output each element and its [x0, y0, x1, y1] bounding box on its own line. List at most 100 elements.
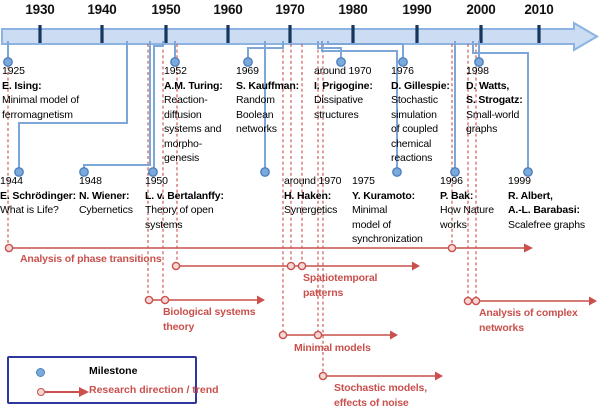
- milestone-label-schroedinger: 1944 E. Schrödinger: What is Life?: [0, 174, 76, 218]
- milestone-label-line: Y. Kuramoto:: [352, 189, 415, 202]
- trend-label-line: Spatiotemporal: [303, 272, 378, 284]
- milestone-label-line: structures: [314, 108, 359, 121]
- milestone-dot-ising: [3, 57, 13, 67]
- trend-dot-minimal-models-0: [278, 330, 288, 340]
- milestone-label-line: Stochastic: [391, 94, 438, 106]
- decade-label-1940: 1940: [87, 2, 117, 17]
- milestone-label-line: N. Wiener:: [79, 189, 130, 202]
- trend-dot-biological-systems-theory-0: [144, 295, 154, 305]
- milestone-label-watts-strogatz: 1998 D. Watts, S. Strogatz: Small-world grap…: [466, 64, 523, 137]
- trend-label-stochastic-models: Stochastic models, effects of noise: [334, 381, 427, 410]
- milestone-label-line: S. Kauffman:: [236, 79, 299, 92]
- legend-trend-row: Research direction / trend: [9, 383, 219, 399]
- trend-label-line: Analysis of complex: [479, 307, 578, 319]
- trend-arrowhead-stochastic-models: [435, 371, 443, 381]
- trend-dot-stochastic-models-0: [318, 371, 328, 381]
- milestone-label-line: Cybernetics: [79, 204, 133, 216]
- milestone-dot-haken: [260, 167, 270, 177]
- trend-arrowhead-biological-systems-theory: [257, 295, 265, 305]
- milestone-label-line: synchronization: [352, 233, 423, 245]
- trend-label-line: Analysis of phase transitions: [20, 253, 162, 265]
- milestone-label-line: networks: [236, 123, 277, 135]
- trend-dot-analysis-of-complex-networks-1: [471, 296, 481, 306]
- trend-label-line: effects of noise: [334, 397, 409, 409]
- trend-arrow-head-icon: [79, 387, 89, 397]
- trend-dot-analysis-of-complex-networks-0: [463, 296, 473, 306]
- milestone-label-line: 1969: [236, 65, 259, 77]
- milestone-label-line: chemical: [391, 137, 432, 150]
- milestone-label-line: genesis: [164, 152, 200, 164]
- milestone-label-line: diffusion: [164, 108, 202, 121]
- milestone-label-line: 1976: [391, 65, 414, 77]
- milestone-label-line: Boolean: [236, 108, 274, 121]
- milestone-label-line: I. Prigogine:: [314, 79, 373, 92]
- decade-label-1980: 1980: [338, 2, 368, 17]
- milestone-label-line: 1948: [79, 175, 102, 187]
- milestone-label-line: Reaction-: [164, 94, 208, 106]
- trend-label-minimal-models: Minimal models: [294, 341, 371, 356]
- milestone-label-line: model of: [352, 218, 392, 231]
- trend-label-line: patterns: [303, 287, 344, 299]
- milestone-label-line: Minimal: [352, 204, 388, 216]
- trend-label-line: Stochastic models,: [334, 382, 427, 394]
- milestone-label-gillespie: 1976 D. Gillespie: Stochastic simulation of …: [391, 64, 450, 166]
- milestone-label-line: A.-L. Barabasi:: [508, 204, 580, 216]
- milestone-label-line: 1925: [2, 65, 25, 77]
- milestone-label-line: L. v. Bertalanffy:: [145, 189, 224, 202]
- milestone-label-line: A.M. Turing:: [164, 79, 223, 92]
- legend-milestone-label: Milestone: [89, 365, 138, 377]
- milestone-label-line: 1952: [164, 65, 187, 77]
- milestone-label-line: 1999: [508, 175, 531, 187]
- milestone-label-line: How Nature: [440, 204, 494, 216]
- milestone-label-line: 1950: [145, 175, 168, 187]
- milestone-label-prigogine: around 1970 I. Prigogine: Dissipative struc…: [314, 64, 373, 122]
- milestone-label-line: Small-world: [466, 108, 520, 121]
- milestone-label-line: Random: [236, 94, 275, 106]
- milestone-label-kuramoto: 1975 Y. Kuramoto: Minimal model of synchroni…: [352, 174, 423, 247]
- decade-label-1960: 1960: [213, 2, 243, 17]
- trend-label-line: theory: [163, 321, 195, 333]
- milestone-label-turing: 1952 A.M. Turing: Reaction-diffusion system…: [164, 64, 223, 166]
- milestone-label-wiener: 1948 N. Wiener: Cybernetics: [79, 174, 133, 218]
- trend-label-analysis-of-complex-networks: Analysis of complex networks: [479, 306, 578, 336]
- milestone-label-line: 1998: [466, 65, 489, 77]
- milestone-label-haken: around 1970 H. Haken: Synergetics: [284, 174, 341, 218]
- milestone-label-line: around 1970: [284, 175, 342, 187]
- milestone-label-line: E. Schrödinger:: [0, 189, 76, 202]
- milestone-dot-albert-barabasi: [523, 167, 533, 177]
- decade-label-2010: 2010: [524, 2, 554, 17]
- trend-dot-minimal-models-1: [313, 330, 323, 340]
- milestone-label-line: around 1970: [314, 65, 372, 77]
- milestone-label-line: Scalefree graphs: [508, 218, 585, 231]
- milestone-label-line: P. Bak:: [440, 189, 474, 202]
- milestone-label-line: S. Strogatz:: [466, 94, 523, 106]
- milestone-dot-schroedinger: [14, 167, 24, 177]
- milestone-label-albert-barabasi: 1999 R. Albert, A.-L. Barabasi: Scalefree g…: [508, 174, 585, 232]
- milestone-label-line: What is Life?: [0, 204, 59, 216]
- decade-label-2000: 2000: [466, 2, 496, 17]
- milestone-label-line: H. Haken:: [284, 189, 332, 202]
- milestone-label-line: of coupled: [391, 123, 438, 135]
- decade-label-1950: 1950: [151, 2, 181, 17]
- milestone-dot-turing: [170, 57, 180, 67]
- milestone-label-line: graphs: [466, 123, 498, 135]
- milestone-label-line: Dissipative: [314, 94, 364, 106]
- milestone-dot-bak: [450, 167, 460, 177]
- milestone-dot-prigogine: [336, 57, 346, 67]
- milestone-label-line: 1975: [352, 175, 375, 187]
- trend-dot-spatiotemporal-patterns-1: [286, 261, 296, 271]
- milestone-label-line: ferromagnetism: [2, 108, 73, 121]
- trend-dot-spatiotemporal-patterns-2: [297, 261, 307, 271]
- decade-label-1970: 1970: [275, 2, 305, 17]
- milestone-label-line: reactions: [391, 152, 433, 164]
- milestone-dot-icon: [36, 368, 45, 377]
- trend-arrowhead-spatiotemporal-patterns: [412, 261, 420, 271]
- milestone-dot-watts-strogatz: [474, 57, 484, 67]
- trend-label-line: Minimal models: [294, 342, 371, 354]
- milestone-label-line: D. Gillespie:: [391, 79, 450, 92]
- trend-dot-spatiotemporal-patterns-0: [171, 261, 181, 271]
- milestone-label-line: simulation: [391, 108, 437, 121]
- trend-dot-analysis-of-phase-transitions-0: [4, 243, 14, 253]
